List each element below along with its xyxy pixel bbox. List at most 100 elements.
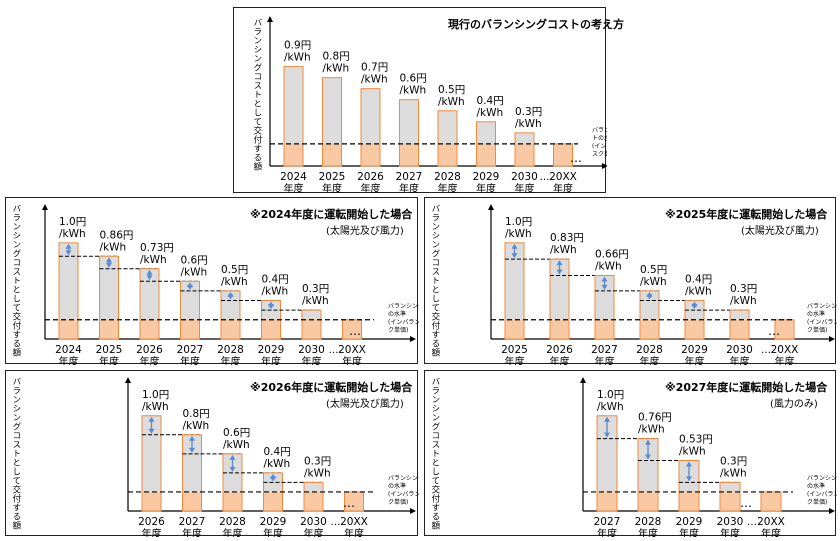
bar-unit-label: /kWh xyxy=(515,118,542,130)
x-tick-label: 2029 xyxy=(676,516,703,528)
bar-value-label: 0.4円 xyxy=(477,95,504,107)
chart-panel-2024: バランシングコストとして交付する額 ※2024年度に運転開始した場合 (太陽光及… xyxy=(5,197,419,365)
threshold-label: の水準 xyxy=(807,482,825,490)
bar-outline xyxy=(222,453,243,512)
y-axis-arrowhead xyxy=(488,204,494,210)
bar-value-label: 0.8円 xyxy=(183,408,210,420)
threshold-label: の水準 xyxy=(388,310,406,318)
y-axis-label: バランシングコストとして交付する額 xyxy=(251,18,262,171)
bar-unit-label: /kWh xyxy=(638,424,665,436)
bar-outline xyxy=(360,88,381,167)
chart-title: ※2025年度に運転開始した場合 xyxy=(665,208,828,221)
bar-base xyxy=(761,491,781,511)
bar-value-label: 0.4円 xyxy=(264,446,291,458)
bar-base xyxy=(505,319,524,339)
bar-unit-label: /kWh xyxy=(140,254,167,266)
bar-base xyxy=(344,491,364,511)
bar-outline xyxy=(504,242,525,340)
bar-outline xyxy=(283,66,304,167)
bar-upper xyxy=(550,259,569,320)
threshold-label: ク単価) xyxy=(388,326,408,334)
x-tick-suffix: 年度 xyxy=(515,182,535,194)
x-tick-label: 20XX xyxy=(549,171,577,183)
bar-value-label: 0.3円 xyxy=(720,455,747,467)
ellipsis-axis: … xyxy=(747,517,757,528)
bar-outline xyxy=(220,290,241,340)
bar-upper xyxy=(515,132,534,144)
x-tick-suffix: 年度 xyxy=(221,355,241,365)
bar-chart: 1.0円/kWh2025年度0.83円/kWh2026年度0.66円/kWh20… xyxy=(488,204,837,365)
x-tick-label: 2027 xyxy=(177,344,204,356)
bar-value-label: 0.4円 xyxy=(685,274,712,286)
bar-chart: 1.0円/kWh2026年度0.8円/kWh2027年度0.6円/kWh2028… xyxy=(125,377,419,537)
x-tick-label: 2028 xyxy=(636,344,663,356)
bar-base xyxy=(775,319,794,339)
bar-upper xyxy=(597,415,617,492)
bar-base xyxy=(685,319,704,339)
x-axis-arrowhead xyxy=(829,508,835,514)
bar-chart: 0.9円/kWh2024年度0.8円/kWh2025年度0.7円/kWh2026… xyxy=(267,16,607,194)
x-tick-suffix: 年度 xyxy=(344,527,364,537)
bar-outline xyxy=(437,110,458,167)
x-tick-label: 2024 xyxy=(280,171,307,183)
x-tick-label: 2028 xyxy=(434,171,461,183)
bar-upper xyxy=(638,438,658,492)
chart-panel-2027: バランシングコストとして交付する額 ※2027年度に運転開始した場合 (風力のみ… xyxy=(424,370,837,537)
bar-outline xyxy=(549,258,570,340)
diff-arrowhead-down xyxy=(604,432,610,438)
bar-upper xyxy=(730,310,749,320)
x-tick-suffix: 年度 xyxy=(640,355,660,365)
x-tick-label: 2027 xyxy=(594,516,621,528)
x-tick-suffix: 年度 xyxy=(263,527,283,537)
bar-value-label: 0.5円 xyxy=(640,264,667,276)
bar-unit-label: /kWh xyxy=(685,286,712,298)
threshold-label: (インバランスリス xyxy=(388,491,419,498)
bar-unit-label: /kWh xyxy=(304,467,331,479)
bar-upper xyxy=(99,256,119,320)
ellipsis-axis: … xyxy=(761,345,771,356)
x-tick-label: 2029 xyxy=(681,344,708,356)
bar-upper xyxy=(399,99,419,144)
bar-base xyxy=(223,491,242,511)
x-tick-label: 2027 xyxy=(179,516,206,528)
x-tick-suffix: 年度 xyxy=(679,527,699,537)
ellipsis: … xyxy=(768,324,780,338)
x-tick-suffix: 年度 xyxy=(361,182,381,194)
diff-arrowhead-down xyxy=(601,284,608,290)
bar-value-label: 0.5円 xyxy=(438,84,465,96)
x-tick-suffix: 年度 xyxy=(142,527,162,537)
bar-base xyxy=(720,491,740,511)
bar-upper xyxy=(720,482,740,492)
x-tick-suffix: 年度 xyxy=(261,355,281,365)
diff-arrowhead-down xyxy=(646,294,653,300)
chart-panel-2026: バランシングコストとして交付する額 ※2026年度に運転開始した場合 (太陽光及… xyxy=(5,370,419,537)
x-tick-label: 2028 xyxy=(635,516,662,528)
diff-arrowhead-up xyxy=(556,260,563,266)
bar-outline xyxy=(678,460,700,512)
bar-unit-label: /kWh xyxy=(323,63,350,75)
bar-unit-label: /kWh xyxy=(221,276,248,288)
bar-value-label: 0.3円 xyxy=(304,455,331,467)
x-tick-suffix: 年度 xyxy=(761,527,781,537)
bar-value-label: 0.6円 xyxy=(400,73,427,85)
x-tick-suffix: 年度 xyxy=(553,182,573,194)
chart-title: ※2024年度に運転開始した場合 xyxy=(250,208,413,221)
bar-unit-label: /kWh xyxy=(550,244,577,256)
bar-unit-label: /kWh xyxy=(477,107,504,119)
bar-base xyxy=(59,319,78,339)
x-tick-label: 20XX xyxy=(338,344,366,356)
bar-upper xyxy=(284,66,303,144)
bar-value-label: 1.0円 xyxy=(505,216,532,228)
bar-outline xyxy=(301,309,322,340)
threshold-label: バランシングコスト xyxy=(807,474,837,482)
x-tick-label: 20XX xyxy=(757,516,785,528)
x-tick-label: 2028 xyxy=(219,516,246,528)
bar-base xyxy=(261,319,281,339)
bar-value-label: 1.0円 xyxy=(142,389,169,401)
x-tick-label: 20XX xyxy=(340,516,368,528)
bar-outline xyxy=(180,280,200,340)
bar-base xyxy=(550,319,569,339)
bar-unit-label: /kWh xyxy=(100,241,127,253)
x-tick-suffix: 年度 xyxy=(505,355,525,365)
ellipsis-axis: … xyxy=(540,172,550,183)
